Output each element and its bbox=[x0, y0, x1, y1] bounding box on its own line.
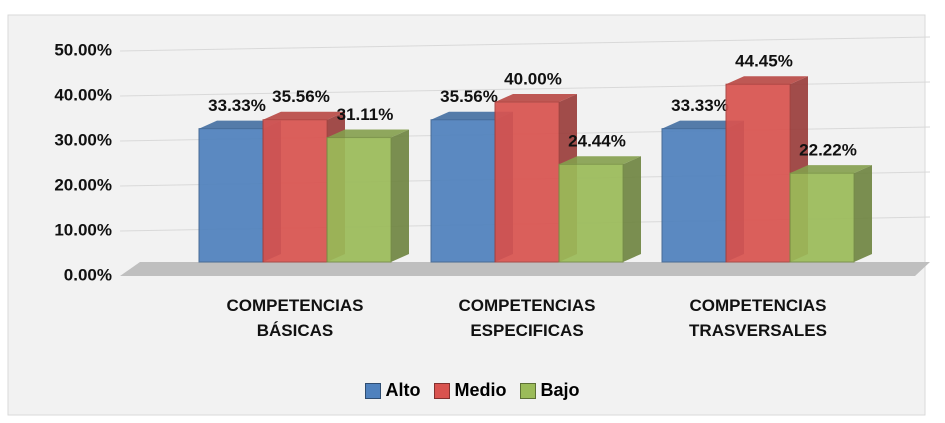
y-tick-label: 30.00% bbox=[54, 130, 112, 149]
data-label: 33.33% bbox=[208, 96, 266, 115]
x-tick-label: COMPETENCIAS BÁSICAS bbox=[226, 296, 364, 340]
bar-top bbox=[726, 76, 808, 85]
legend-swatch bbox=[434, 382, 451, 399]
y-tick-label: 20.00% bbox=[54, 175, 112, 194]
data-label: 35.56% bbox=[272, 87, 330, 106]
bar-top bbox=[662, 120, 744, 129]
data-label: 40.00% bbox=[504, 69, 562, 88]
bar-top bbox=[559, 156, 641, 165]
bar-top bbox=[431, 111, 513, 120]
bar bbox=[789, 165, 872, 263]
data-label: 33.33% bbox=[671, 96, 729, 115]
data-label: 35.56% bbox=[440, 87, 498, 106]
bar-side bbox=[391, 129, 409, 262]
legend-item: Alto bbox=[365, 380, 420, 401]
bar bbox=[494, 94, 577, 263]
bar-front bbox=[725, 83, 791, 263]
grid-line bbox=[119, 36, 931, 52]
bar-front bbox=[326, 137, 392, 263]
bar-top bbox=[495, 94, 577, 102]
bar-side bbox=[623, 156, 641, 262]
bar-front bbox=[558, 163, 624, 263]
legend-swatch bbox=[520, 382, 537, 399]
data-label: 24.44% bbox=[568, 132, 626, 151]
legend-label: Medio bbox=[454, 380, 507, 400]
bar-front bbox=[494, 101, 560, 263]
bar bbox=[326, 129, 409, 263]
legend-label: Bajo bbox=[540, 380, 580, 400]
bar-front bbox=[661, 128, 727, 263]
legend-label: Alto bbox=[385, 380, 421, 400]
bar-top bbox=[327, 129, 409, 138]
bar-side bbox=[854, 165, 872, 262]
data-label: 22.22% bbox=[799, 141, 857, 160]
y-tick-label: 50.00% bbox=[54, 40, 112, 59]
y-tick-label: 40.00% bbox=[54, 85, 112, 104]
bar-top bbox=[199, 120, 281, 129]
bar-front bbox=[198, 128, 264, 263]
bar-top bbox=[263, 111, 345, 120]
y-tick-label: 0.00% bbox=[64, 265, 112, 284]
legend-item: Bajo bbox=[520, 380, 580, 401]
x-tick-label: COMPETENCIAS ESPECIFICAS bbox=[458, 296, 596, 340]
legend-item: Medio bbox=[434, 380, 506, 401]
bar-front bbox=[262, 119, 328, 263]
x-tick-label: COMPETENCIAS TRASVERSALES bbox=[689, 296, 827, 340]
legend: Alto Medio Bajo bbox=[0, 380, 945, 401]
legend-swatch bbox=[365, 382, 382, 399]
bar-top bbox=[790, 165, 872, 174]
bar bbox=[558, 156, 641, 263]
bar-front bbox=[430, 119, 496, 263]
bar-front bbox=[789, 172, 855, 263]
y-tick-label: 10.00% bbox=[54, 220, 112, 239]
data-label: 31.11% bbox=[337, 105, 394, 124]
floor bbox=[120, 262, 930, 276]
data-label: 44.45% bbox=[735, 52, 793, 71]
